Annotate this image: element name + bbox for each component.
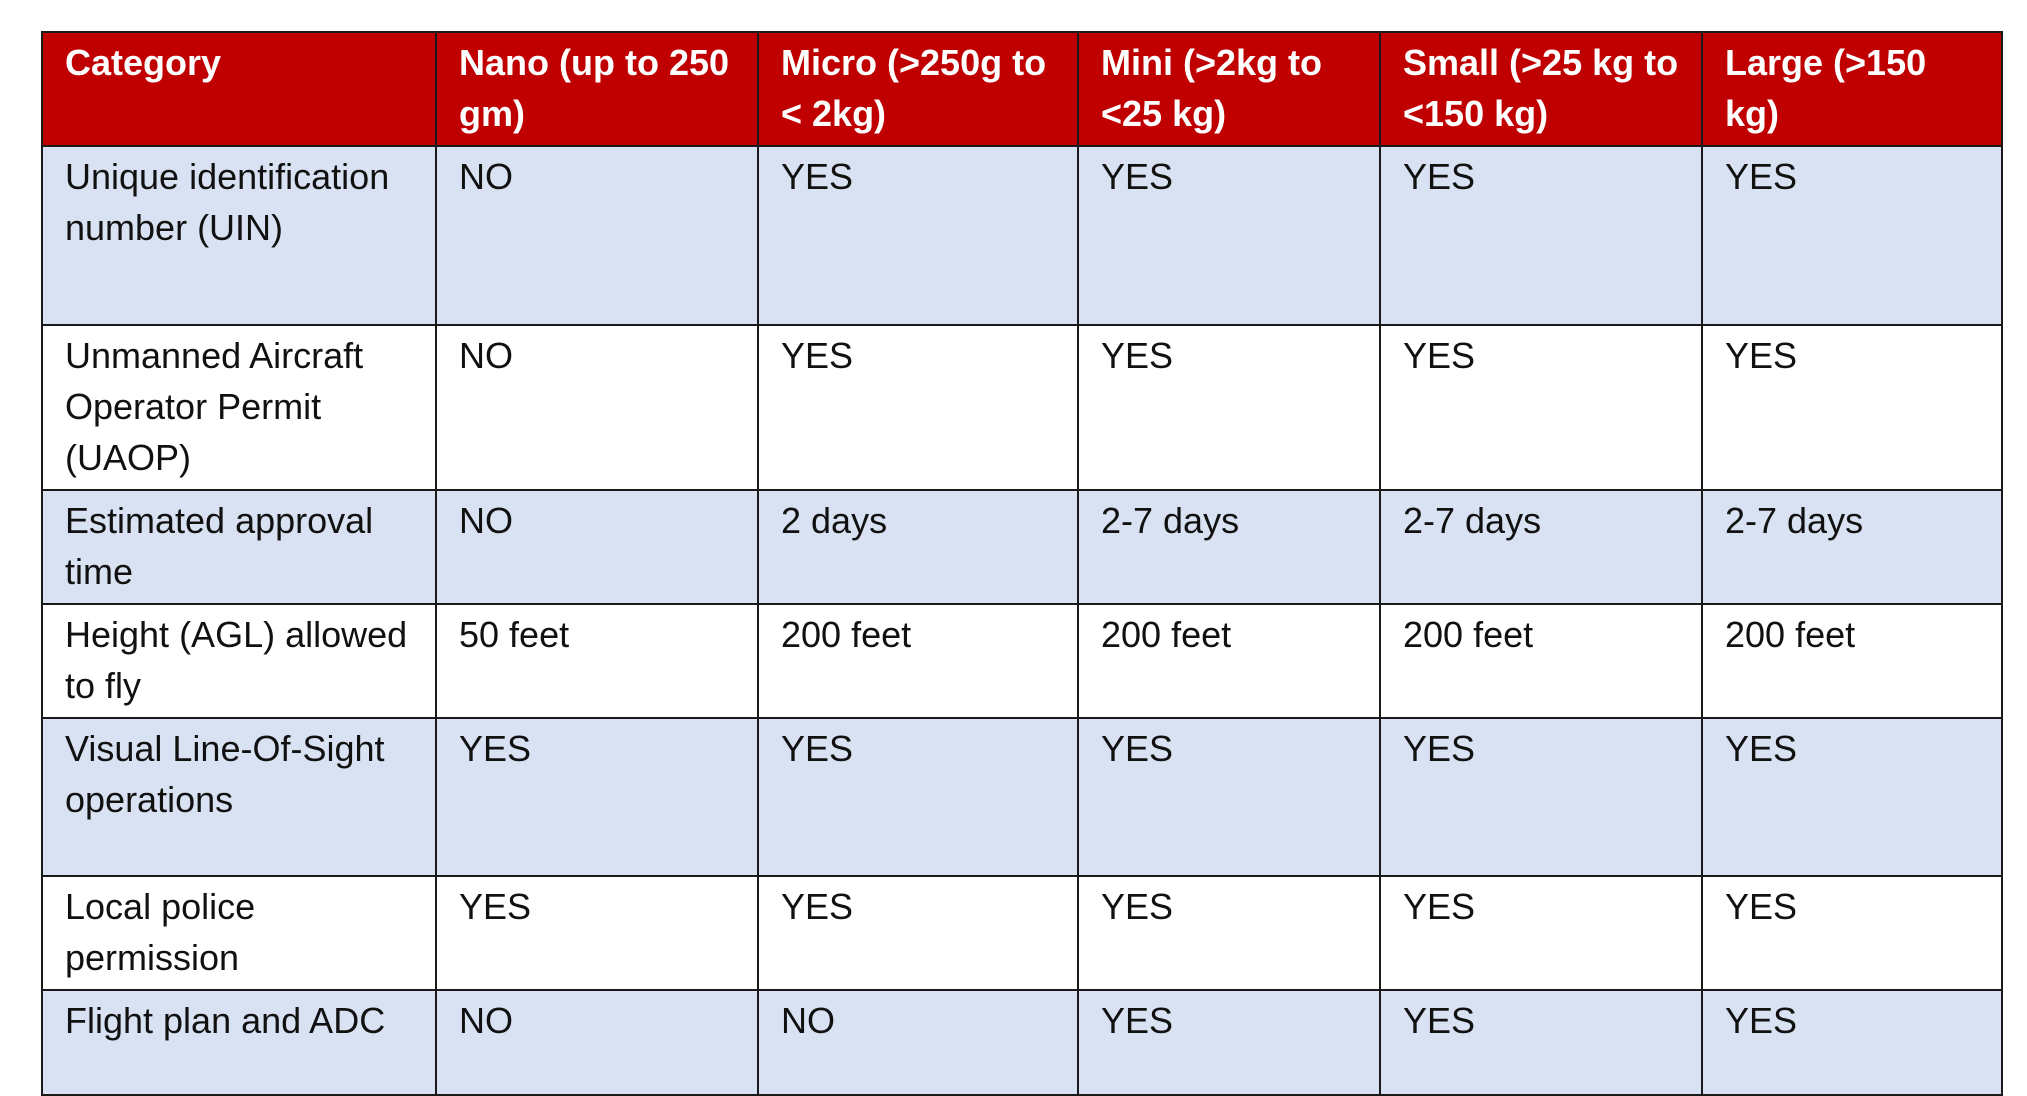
table-cell: YES	[1701, 324, 2003, 491]
table-cell: NO	[435, 145, 759, 326]
row-label: Unique identification number (UIN)	[41, 145, 437, 326]
table-cell: YES	[1379, 145, 1703, 326]
table-cell: NO	[435, 989, 759, 1096]
table-row: Flight plan and ADC NO NO YES YES YES	[41, 989, 2003, 1096]
row-label: Local police permission	[41, 875, 437, 991]
row-label: Unmanned Aircraft Operator Permit (UAOP)	[41, 324, 437, 491]
table-cell: YES	[757, 145, 1079, 326]
table-cell: YES	[757, 875, 1079, 991]
row-label: Estimated approval time	[41, 489, 437, 605]
table-cell: YES	[1379, 324, 1703, 491]
header-small: Small (>25 kg to <150 kg)	[1379, 31, 1703, 147]
table-cell: YES	[1379, 875, 1703, 991]
header-mini: Mini (>2kg to <25 kg)	[1077, 31, 1381, 147]
table-cell: YES	[435, 875, 759, 991]
table-cell: YES	[1077, 875, 1381, 991]
header-category: Category	[41, 31, 437, 147]
table-cell: YES	[757, 324, 1079, 491]
table-cell: YES	[1077, 989, 1381, 1096]
table-cell: YES	[1077, 324, 1381, 491]
table-row: Estimated approval time NO 2 days 2-7 da…	[41, 489, 2003, 605]
table-cell: NO	[757, 989, 1079, 1096]
table-cell: YES	[1701, 145, 2003, 326]
table-cell: YES	[1701, 989, 2003, 1096]
table-cell: 200 feet	[757, 603, 1079, 719]
table-cell: YES	[1077, 717, 1381, 877]
table-cell: YES	[435, 717, 759, 877]
row-label: Visual Line-Of-Sight operations	[41, 717, 437, 877]
header-micro: Micro (>250g to < 2kg)	[757, 31, 1079, 147]
table-cell: YES	[1379, 989, 1703, 1096]
table-row: Local police permission YES YES YES YES …	[41, 875, 2003, 991]
drone-category-table: Category Nano (up to 250 gm) Micro (>250…	[41, 31, 2003, 1096]
row-label: Flight plan and ADC	[41, 989, 437, 1096]
table-row: Visual Line-Of-Sight operations YES YES …	[41, 717, 2003, 877]
table-cell: YES	[1701, 875, 2003, 991]
table-cell: 50 feet	[435, 603, 759, 719]
header-large: Large (>150 kg)	[1701, 31, 2003, 147]
table-cell: 2-7 days	[1379, 489, 1703, 605]
table-cell: NO	[435, 489, 759, 605]
table-cell: YES	[1077, 145, 1381, 326]
table-cell: YES	[757, 717, 1079, 877]
table-row: Unique identification number (UIN) NO YE…	[41, 145, 2003, 326]
row-label: Height (AGL) allowed to fly	[41, 603, 437, 719]
table-cell: 2 days	[757, 489, 1079, 605]
table-row: Height (AGL) allowed to fly 50 feet 200 …	[41, 603, 2003, 719]
table-cell: 200 feet	[1379, 603, 1703, 719]
table-cell: 2-7 days	[1701, 489, 2003, 605]
table-cell: 2-7 days	[1077, 489, 1381, 605]
table-cell: 200 feet	[1077, 603, 1381, 719]
table-cell: YES	[1701, 717, 2003, 877]
header-row: Category Nano (up to 250 gm) Micro (>250…	[41, 31, 2003, 147]
header-nano: Nano (up to 250 gm)	[435, 31, 759, 147]
table-cell: NO	[435, 324, 759, 491]
table-row: Unmanned Aircraft Operator Permit (UAOP)…	[41, 324, 2003, 491]
table-cell: YES	[1379, 717, 1703, 877]
table-cell: 200 feet	[1701, 603, 2003, 719]
